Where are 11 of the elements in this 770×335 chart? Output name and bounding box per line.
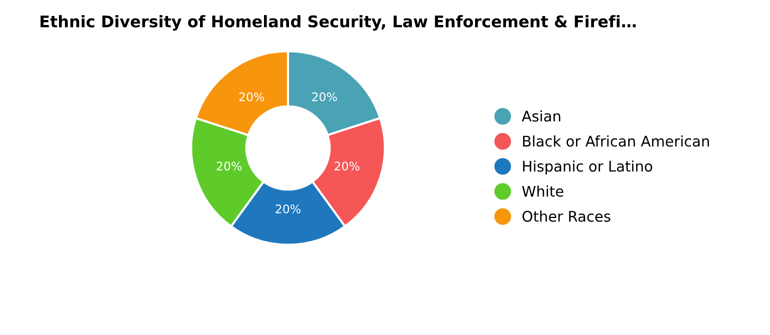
legend-label: White xyxy=(522,185,564,197)
data-label: 20% xyxy=(239,92,264,102)
legend-label: Other Races xyxy=(522,210,610,222)
data-label: 20% xyxy=(216,162,242,171)
legend-label: Hispanic or Latino xyxy=(523,160,652,175)
legend-label: Black or African American xyxy=(523,135,709,147)
data-label: 20% xyxy=(312,92,337,102)
data-label: 20% xyxy=(334,162,360,171)
legend-label: Asian xyxy=(522,110,560,122)
data-label: 20% xyxy=(276,204,300,214)
chart-title: Ethnic Diversity of Homeland Security, Law Enforcement & Firefi… xyxy=(40,15,636,31)
